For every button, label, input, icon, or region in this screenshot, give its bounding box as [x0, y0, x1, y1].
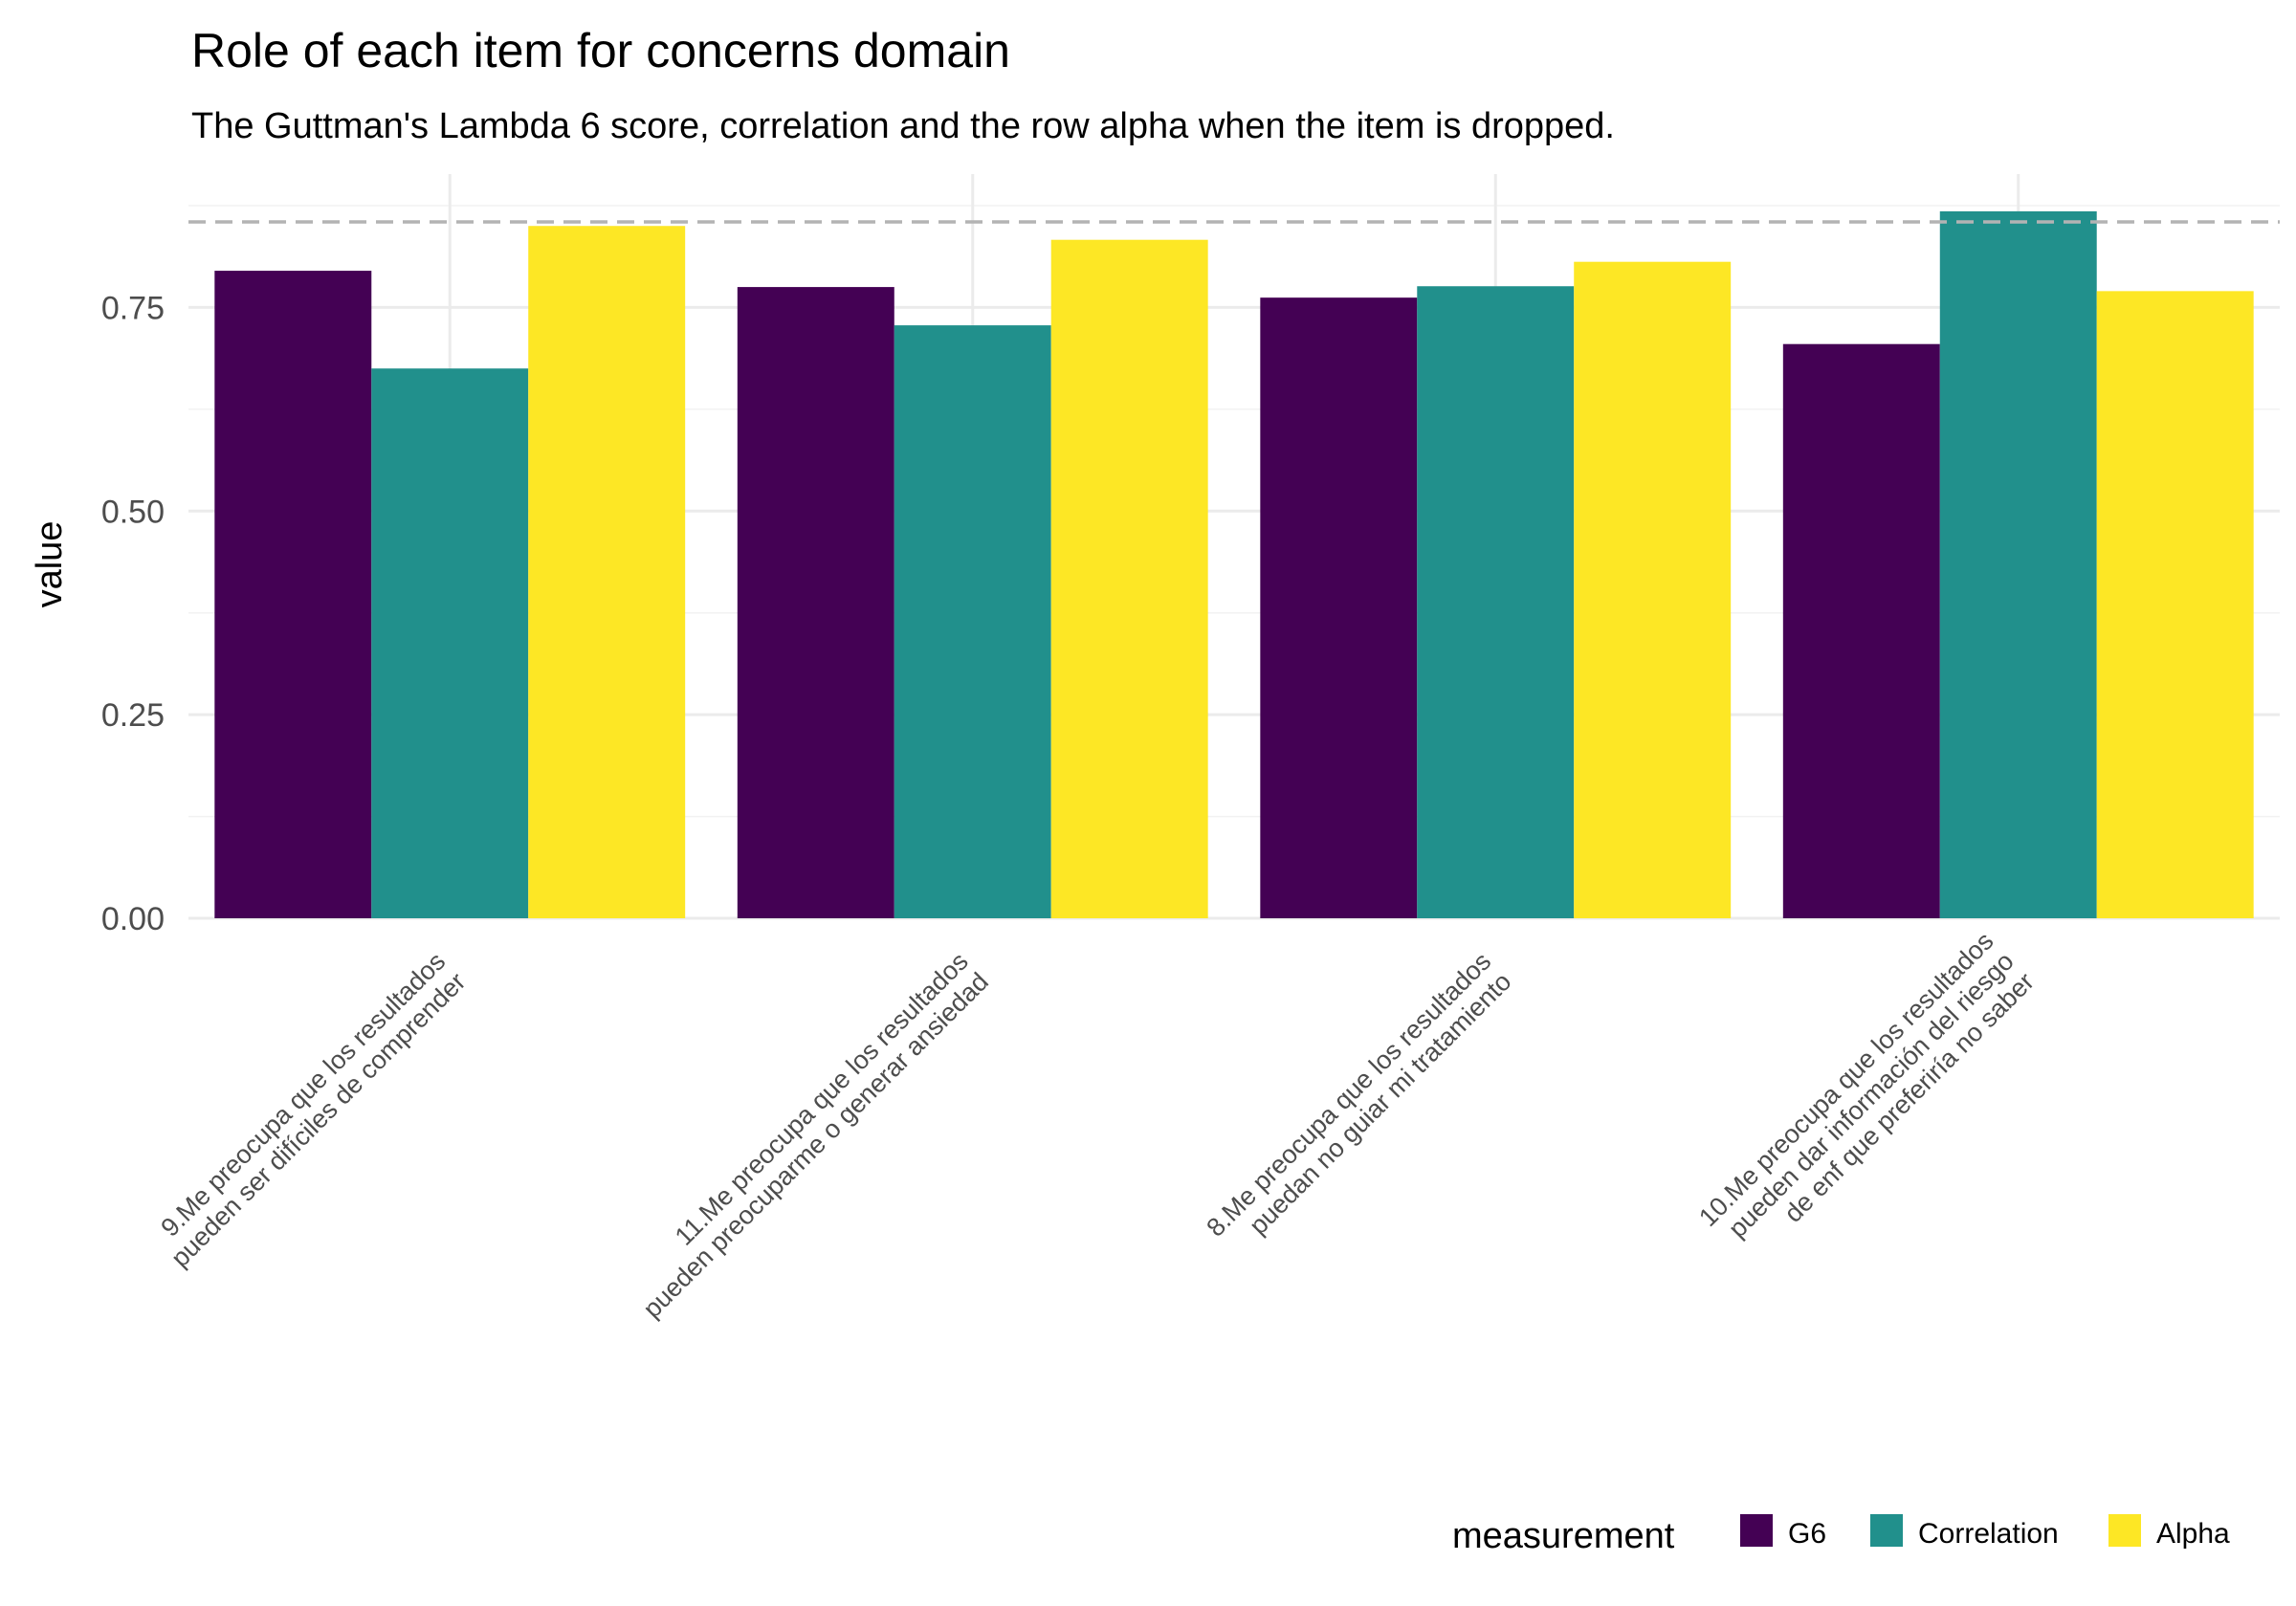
y-tick-label: 0.50	[101, 494, 165, 530]
legend-label-alpha: Alpha	[2156, 1518, 2230, 1550]
bars	[214, 210, 2254, 919]
bar-g6-3	[1260, 297, 1418, 919]
legend-label-g6: G6	[1788, 1518, 1826, 1550]
x-tick-label: pueden ser difíciles de comprender	[166, 967, 471, 1272]
chart-subtitle: The Guttman's Lambda 6 score, correlatio…	[191, 106, 1615, 146]
bar-alpha-4	[2096, 291, 2254, 919]
y-axis-label: value	[30, 521, 70, 608]
bar-g6-4	[1782, 343, 1940, 918]
legend: measurement G6 Correlation Alpha	[1452, 1514, 2230, 1556]
y-tick-label: 0.75	[101, 290, 165, 326]
bar-correlation-2	[894, 325, 1051, 918]
y-tick-label: 0.00	[101, 901, 165, 937]
x-tick-label: 9.Me preocupa que los resultados	[155, 947, 451, 1243]
y-axis-ticks: 0.00 0.25 0.50 0.75	[101, 290, 165, 937]
x-tick-label-group: 11.Me preocupa que los resultadospueden …	[637, 947, 994, 1324]
legend-key-g6	[1740, 1514, 1773, 1547]
bar-alpha-3	[1574, 261, 1732, 918]
x-tick-label: pueden dar información del riesgo	[1723, 947, 2020, 1243]
x-tick-label: puedan no guiar mi tratamiento	[1244, 967, 1516, 1240]
x-tick-label: 10.Me preocupa que los resultados	[1693, 927, 1998, 1232]
x-tick-label: 8.Me preocupa que los resultados	[1201, 947, 1496, 1243]
bar-correlation-3	[1417, 286, 1575, 919]
legend-key-correlation	[1870, 1514, 1903, 1547]
chart-title: Role of each item for concerns domain	[191, 24, 1010, 77]
legend-title: measurement	[1452, 1516, 1675, 1556]
bar-alpha-2	[1050, 239, 1208, 918]
bar-correlation-4	[1939, 210, 2097, 918]
x-tick-label: 11.Me preocupa que los resultados	[670, 947, 974, 1251]
legend-label-correlation: Correlation	[1918, 1518, 2059, 1550]
legend-key-alpha	[2108, 1514, 2141, 1547]
bar-g6-2	[737, 287, 894, 918]
y-tick-label: 0.25	[101, 697, 165, 734]
x-tick-label-group: 10.Me preocupa que los resultadospueden …	[1693, 927, 2040, 1243]
bar-g6-1	[214, 271, 372, 918]
bar-correlation-1	[371, 368, 529, 918]
x-tick-label: pueden preocuparme o generar ansiedad	[637, 967, 994, 1324]
bar-alpha-1	[528, 226, 686, 919]
